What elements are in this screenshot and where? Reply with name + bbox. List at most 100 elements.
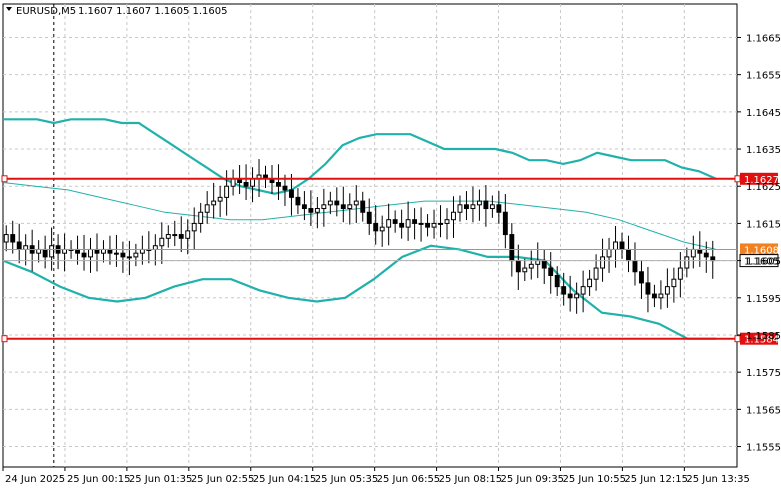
candle <box>483 185 489 227</box>
candle <box>658 280 664 310</box>
price-axis: 1.1665 1.1655 1.1645 1.1635 1.1625 1.1615 1.16… <box>737 33 781 454</box>
x-tick-label: 25 Jun 08:15 <box>439 474 503 485</box>
candle <box>379 215 385 247</box>
candle <box>386 203 392 246</box>
y-tick-label: 1.1605 <box>746 257 781 268</box>
candle <box>230 169 236 196</box>
candle <box>574 282 580 314</box>
candle <box>88 237 93 273</box>
candle <box>438 205 443 238</box>
candle <box>165 225 171 248</box>
ask-price-label: 1.1608 <box>744 245 779 256</box>
level-handle[interactable] <box>1 175 8 183</box>
level-price-label: 1.1584 <box>744 335 779 346</box>
candle <box>632 242 638 286</box>
candle <box>651 284 657 308</box>
y-tick-label: 1.1595 <box>746 294 781 305</box>
candle <box>639 260 644 299</box>
candle <box>178 216 184 253</box>
candle <box>528 250 534 280</box>
candle <box>593 254 599 291</box>
candle <box>541 249 547 285</box>
candle <box>29 229 35 272</box>
candle <box>42 235 48 269</box>
x-tick-label: 24 Jun 2025 <box>5 474 65 485</box>
candle <box>288 173 294 216</box>
candle <box>710 240 716 279</box>
candle <box>126 240 132 276</box>
candle <box>62 233 68 272</box>
level-handle[interactable] <box>734 335 741 343</box>
candle <box>159 222 165 264</box>
candle <box>282 174 288 206</box>
candle <box>327 191 333 215</box>
candle <box>314 197 320 229</box>
level-price-label: 1.1627 <box>744 175 779 186</box>
candle <box>55 234 61 270</box>
candle <box>191 207 197 250</box>
symbol-dropdown-icon[interactable] <box>6 7 12 11</box>
y-tick-label: 1.1645 <box>746 108 781 119</box>
candle <box>113 234 119 267</box>
candle <box>16 223 22 264</box>
candle <box>10 220 16 254</box>
x-tick-label: 25 Jun 06:55 <box>377 474 441 485</box>
candle <box>464 191 469 221</box>
candle <box>3 225 9 252</box>
bollinger-bands <box>2 118 717 340</box>
candle <box>496 191 502 224</box>
candle <box>470 186 476 223</box>
x-tick-label: 25 Jun 10:55 <box>562 474 626 485</box>
symbol-label: EURUSD,M5 <box>16 6 76 17</box>
candle <box>431 209 437 239</box>
candle <box>476 189 482 221</box>
candle <box>489 195 495 218</box>
y-tick-label: 1.1565 <box>746 405 781 416</box>
candle <box>36 240 42 263</box>
bid-price-label: 1.1605 <box>744 257 779 268</box>
candle <box>515 244 521 290</box>
candle <box>399 209 405 239</box>
candle <box>703 241 709 273</box>
middle-band-line <box>2 182 717 250</box>
plot-frame <box>2 3 738 468</box>
candle <box>366 198 372 235</box>
y-tick-label: 1.1615 <box>746 219 781 230</box>
candle <box>340 186 346 223</box>
candles <box>3 159 716 314</box>
candle <box>522 258 528 282</box>
level-handle[interactable] <box>1 335 8 343</box>
y-tick-label: 1.1575 <box>746 368 781 379</box>
x-tick-label: 25 Jun 01:35 <box>129 474 193 485</box>
candle <box>502 194 508 249</box>
y-tick-label: 1.1555 <box>746 443 781 454</box>
candle <box>613 226 618 268</box>
upper-band-line <box>3 118 717 195</box>
candle <box>405 201 411 241</box>
candle <box>677 252 683 298</box>
candle <box>263 165 268 189</box>
candle <box>619 232 625 259</box>
x-tick-label: 25 Jun 09:35 <box>501 474 565 485</box>
candle <box>347 193 353 225</box>
y-tick-label: 1.1585 <box>746 331 781 342</box>
candle <box>412 208 418 240</box>
candle <box>211 182 217 219</box>
y-tick-label: 1.1665 <box>746 33 781 44</box>
candle <box>548 252 554 294</box>
candle <box>81 234 87 271</box>
candle <box>133 243 139 267</box>
candle <box>425 214 431 237</box>
candle <box>185 219 191 255</box>
candle <box>360 191 366 222</box>
level-handle[interactable] <box>734 175 741 183</box>
chart-header: EURUSD,M5 1.1607 1.1607 1.1605 1.1605 <box>6 6 228 17</box>
candle <box>457 195 463 222</box>
candle <box>101 240 106 263</box>
x-tick-label: 25 Jun 04:15 <box>253 474 317 485</box>
candle <box>626 235 631 273</box>
candle <box>172 220 178 247</box>
